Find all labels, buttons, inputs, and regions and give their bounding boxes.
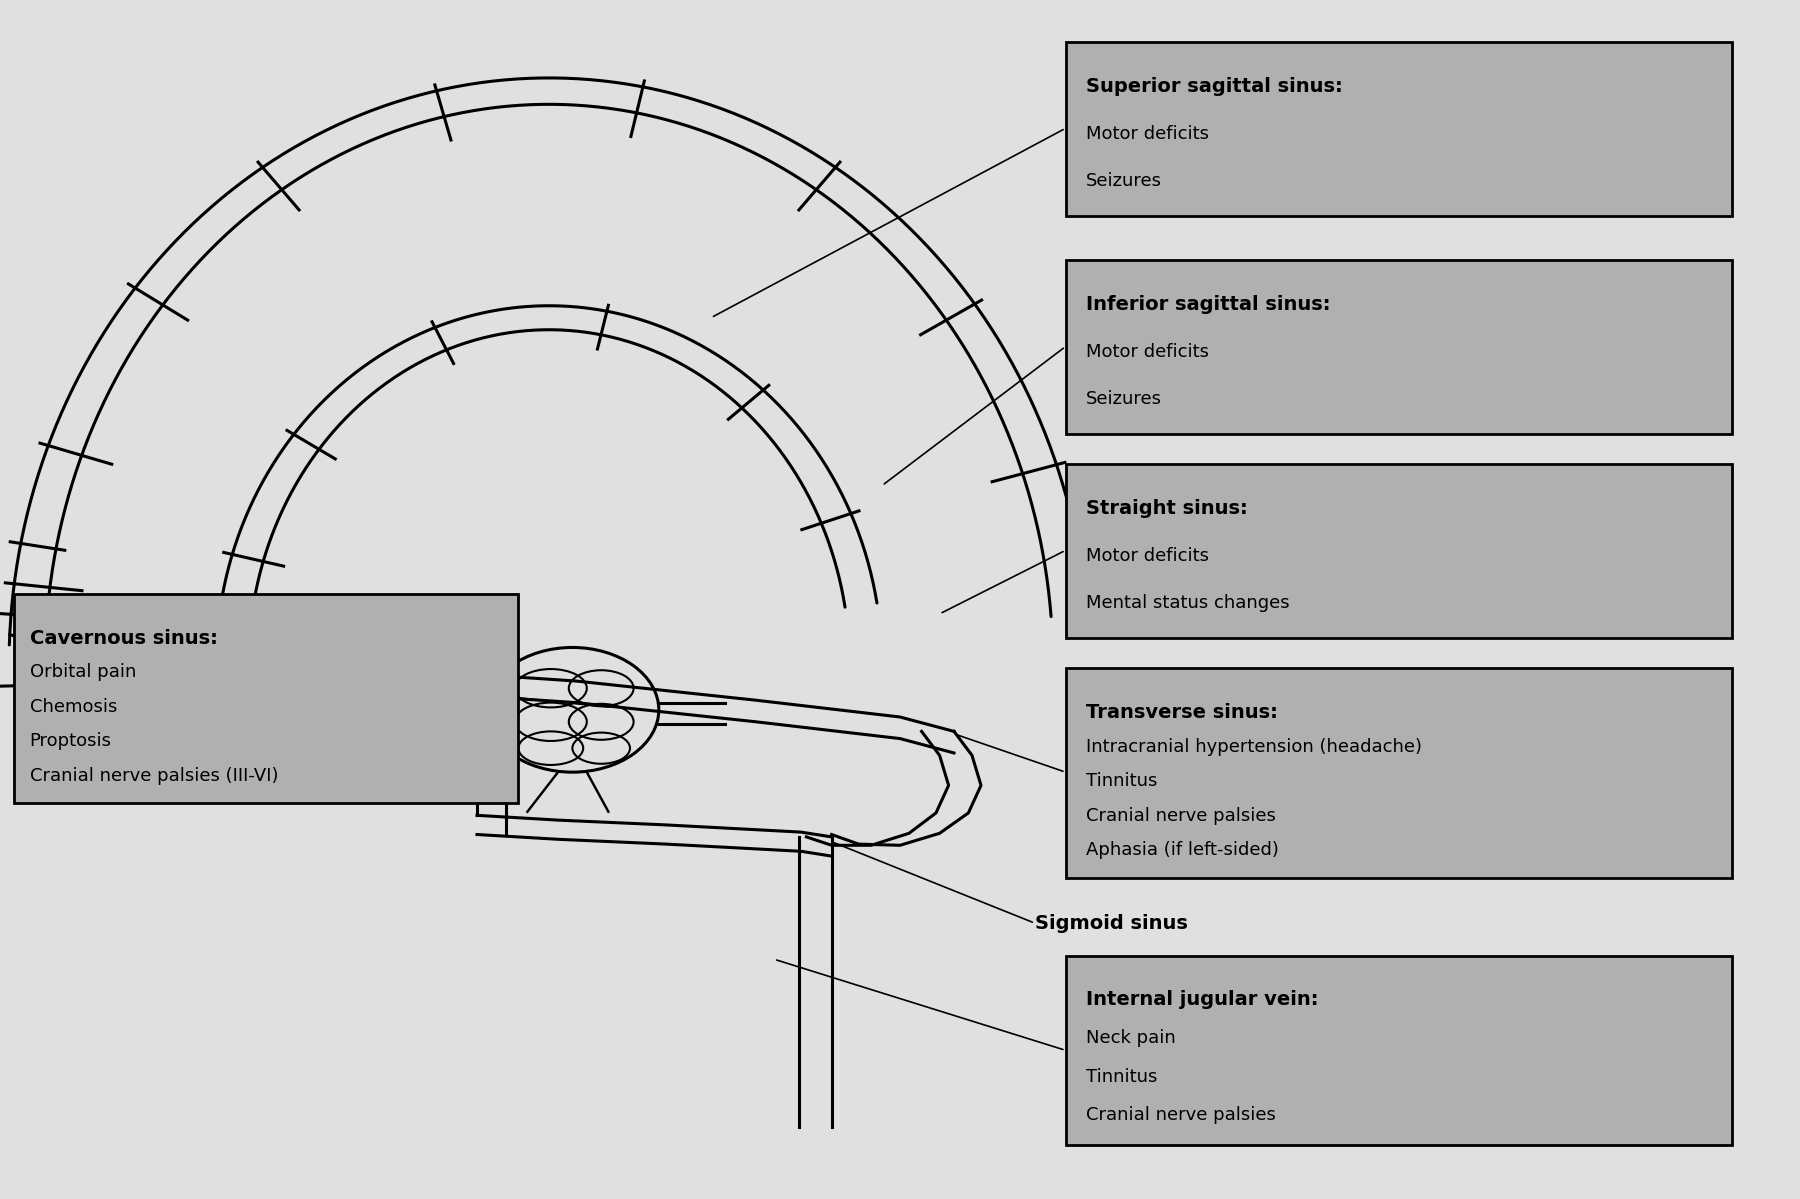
- Text: Tinnitus: Tinnitus: [1085, 1067, 1157, 1085]
- FancyBboxPatch shape: [14, 594, 518, 803]
- Text: Chemosis: Chemosis: [29, 698, 117, 716]
- FancyBboxPatch shape: [1066, 956, 1732, 1145]
- Text: Motor deficits: Motor deficits: [1085, 343, 1208, 361]
- Text: Cranial nerve palsies: Cranial nerve palsies: [1085, 807, 1276, 825]
- Text: Cranial nerve palsies (III-VI): Cranial nerve palsies (III-VI): [29, 766, 277, 784]
- Text: Orbital pain: Orbital pain: [29, 663, 135, 681]
- FancyBboxPatch shape: [1066, 464, 1732, 638]
- Text: Motor deficits: Motor deficits: [1085, 547, 1208, 565]
- Text: Internal jugular vein:: Internal jugular vein:: [1085, 990, 1318, 1010]
- Text: Aphasia (if left-sided): Aphasia (if left-sided): [1085, 840, 1278, 858]
- FancyBboxPatch shape: [1066, 260, 1732, 434]
- Text: Sigmoid sinus: Sigmoid sinus: [1035, 914, 1188, 933]
- FancyBboxPatch shape: [1066, 668, 1732, 878]
- Text: Motor deficits: Motor deficits: [1085, 125, 1208, 143]
- Text: Neck pain: Neck pain: [1085, 1029, 1175, 1047]
- Text: Mental status changes: Mental status changes: [1085, 595, 1289, 613]
- Text: Transverse sinus:: Transverse sinus:: [1085, 704, 1278, 722]
- Text: Superior sagittal sinus:: Superior sagittal sinus:: [1085, 77, 1343, 96]
- FancyBboxPatch shape: [1066, 42, 1732, 216]
- Text: Straight sinus:: Straight sinus:: [1085, 499, 1247, 518]
- Text: Seizures: Seizures: [1085, 391, 1161, 409]
- Text: Tinnitus: Tinnitus: [1085, 772, 1157, 790]
- Text: Inferior sagittal sinus:: Inferior sagittal sinus:: [1085, 295, 1330, 314]
- Text: Seizures: Seizures: [1085, 173, 1161, 191]
- Text: Intracranial hypertension (headache): Intracranial hypertension (headache): [1085, 737, 1422, 755]
- Text: Cavernous sinus:: Cavernous sinus:: [29, 629, 218, 647]
- Text: Proptosis: Proptosis: [29, 733, 112, 751]
- Text: Cranial nerve palsies: Cranial nerve palsies: [1085, 1107, 1276, 1125]
